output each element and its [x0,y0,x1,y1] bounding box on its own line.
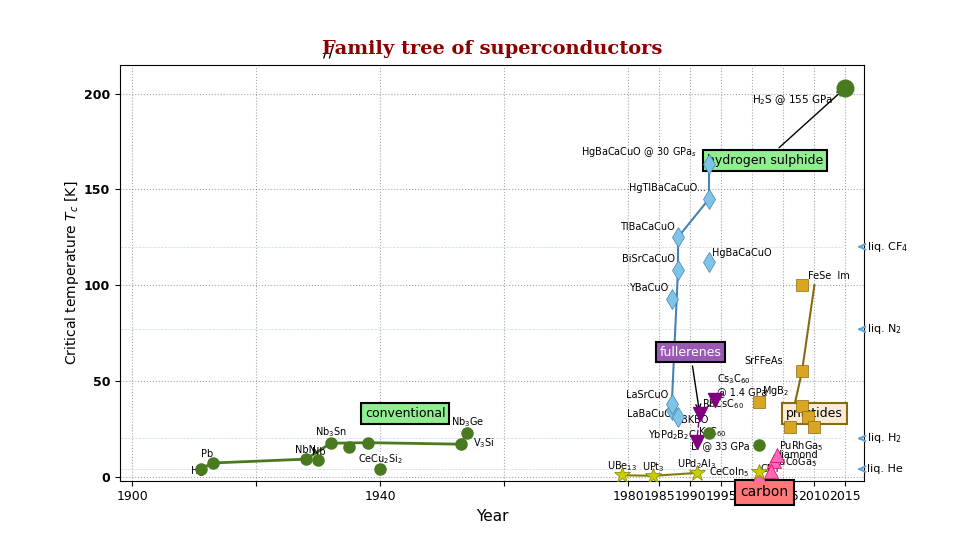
Text: Li @ 33 GPa: Li @ 33 GPa [690,441,750,451]
Text: HgBaCaCuO @ 30 GPa$_s$: HgBaCaCuO @ 30 GPa$_s$ [581,145,697,159]
Text: pnictides: pnictides [786,407,843,420]
Text: CeCoIn$_5$: CeCoIn$_5$ [708,465,750,480]
Text: HgTlBaCaCuO...: HgTlBaCaCuO... [629,183,706,193]
Text: LaOFFeAs: LaOFFeAs [791,413,839,423]
Text: liq. He: liq. He [867,464,902,474]
Text: CeCu$_2$Si$_2$: CeCu$_2$Si$_2$ [358,452,403,465]
Text: carbon: carbon [741,485,789,499]
Text: SrFFeAs: SrFFeAs [745,356,783,366]
Text: UPt$_3$: UPt$_3$ [642,460,664,474]
Text: PuRhGa$_5$: PuRhGa$_5$ [780,439,824,453]
Text: liq. N$_2$: liq. N$_2$ [867,322,902,336]
Text: YBaCuO: YBaCuO [630,283,669,293]
Text: UBe$_{13}$: UBe$_{13}$ [607,460,637,474]
Text: FeSe  lm: FeSe lm [808,271,850,281]
X-axis label: Year: Year [476,509,508,524]
Text: V$_3$Si: V$_3$Si [473,436,494,450]
Text: H$_2$S @ 155 GPa: H$_2$S @ 155 GPa [752,93,833,107]
Y-axis label: Critical temperature $T_c$ [K]: Critical temperature $T_c$ [K] [63,180,82,365]
Text: CNT: CNT [760,464,780,474]
Text: RbCsC$_{60}$: RbCsC$_{60}$ [702,397,744,410]
Text: liq. H$_2$: liq. H$_2$ [867,431,902,446]
Text: PuCoGa$_5$: PuCoGa$_5$ [773,456,817,469]
Text: Nb$_3$Sn: Nb$_3$Sn [315,426,347,440]
Text: conventional: conventional [365,407,445,420]
Text: LaBaCuO: LaBaCuO [627,409,672,419]
Text: BKBO: BKBO [681,415,708,425]
Text: HgBaCaCuO: HgBaCaCuO [712,248,772,258]
Text: Cs$_3$C$_{60}$
@ 1.4 GPa: Cs$_3$C$_{60}$ @ 1.4 GPa [717,372,767,397]
Text: fullerenes: fullerenes [660,346,721,409]
Text: BiSrCaCuO: BiSrCaCuO [622,254,675,264]
Text: YbPd$_2$B$_2$C: YbPd$_2$B$_2$C [648,428,697,442]
Text: Hg: Hg [191,467,204,476]
Text: hydrogen sulphide: hydrogen sulphide [707,91,842,167]
Text: NbN: NbN [296,446,317,455]
Title: Family tree of superconductors: Family tree of superconductors [322,39,662,58]
Text: diamond: diamond [776,449,819,460]
Text: Pb: Pb [201,449,213,459]
Text: TlBaCaCuO: TlBaCaCuO [620,221,675,232]
Text: //: // [323,43,334,60]
Text: UPd$_2$Al$_3$: UPd$_2$Al$_3$ [677,457,716,471]
Text: LaSrCuO: LaSrCuO [627,390,669,400]
Text: Nb$_3$Ge: Nb$_3$Ge [450,415,484,429]
Text: MgB$_2$: MgB$_2$ [761,384,789,398]
Text: Nb: Nb [312,447,325,457]
Text: liq. CF$_4$: liq. CF$_4$ [867,240,908,254]
Text: K$_3$C$_{60}$: K$_3$C$_{60}$ [699,426,727,440]
